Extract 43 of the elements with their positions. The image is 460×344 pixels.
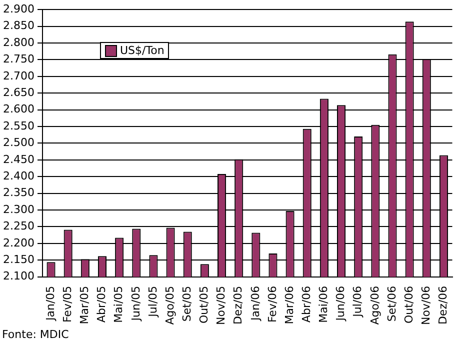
- y-tick-label: 2.800: [2, 36, 34, 49]
- x-tick-label: Set/06: [385, 286, 398, 322]
- y-tick-label: 2.900: [2, 2, 34, 16]
- legend-label: US$/Ton: [120, 44, 164, 57]
- x-tick-label: Nov/06: [420, 286, 433, 325]
- y-tick-label: 2.500: [2, 136, 34, 150]
- x-tick-label: Jul/05: [146, 286, 160, 318]
- y-tick-label: 2.600: [2, 102, 34, 116]
- x-tick-label: Ago/06: [368, 286, 382, 325]
- x-tick-label: Mar/06: [282, 286, 296, 324]
- x-tick-label: Jun/05: [129, 286, 142, 322]
- y-tick-label: 2.200: [2, 236, 34, 250]
- x-tick-label: Abr/06: [300, 286, 313, 323]
- y-tick-label: 2.150: [2, 252, 34, 266]
- y-tick-label: 2.450: [2, 152, 34, 166]
- y-tick-label: 2.100: [2, 270, 34, 283]
- x-tick-label: Fev/05: [60, 286, 74, 323]
- x-tick-label: Ago/05: [163, 286, 176, 325]
- y-tick-label: 2.400: [2, 169, 34, 182]
- y-tick-label: 2.350: [2, 186, 34, 200]
- x-tick-label: Jan/05: [44, 286, 57, 322]
- y-tick-label: 2.250: [2, 220, 34, 233]
- x-tick-label: Dez/05: [232, 286, 245, 325]
- x-tick-label: Jul/06: [351, 286, 364, 318]
- x-tick-label: Fev/06: [266, 286, 279, 323]
- y-tick-label: 2.750: [2, 52, 34, 66]
- x-tick-label: Mai/06: [317, 286, 330, 323]
- x-tick-label: Jun/06: [334, 286, 348, 322]
- x-tick-label: Dez/06: [436, 286, 450, 325]
- x-tick-label: Abr/05: [95, 286, 108, 323]
- x-tick-label: Nov/05: [214, 286, 228, 325]
- y-tick-label: 2.550: [2, 119, 34, 132]
- x-tick-label: Out/05: [198, 286, 211, 324]
- x-tick-label: Jan/06: [248, 286, 262, 322]
- y-tick-label: 2.650: [2, 86, 34, 99]
- x-tick-label: Out/06: [402, 286, 416, 324]
- y-tick-label: 2.700: [2, 69, 34, 82]
- y-tick-label: 2.300: [2, 202, 34, 216]
- x-tick-label: Mai/05: [112, 286, 126, 323]
- y-tick-label: 2.850: [2, 19, 34, 32]
- source-note: Fonte: MDIC: [2, 328, 69, 341]
- x-tick-label: Set/05: [180, 286, 194, 322]
- x-tick-label: Mar/05: [78, 286, 92, 324]
